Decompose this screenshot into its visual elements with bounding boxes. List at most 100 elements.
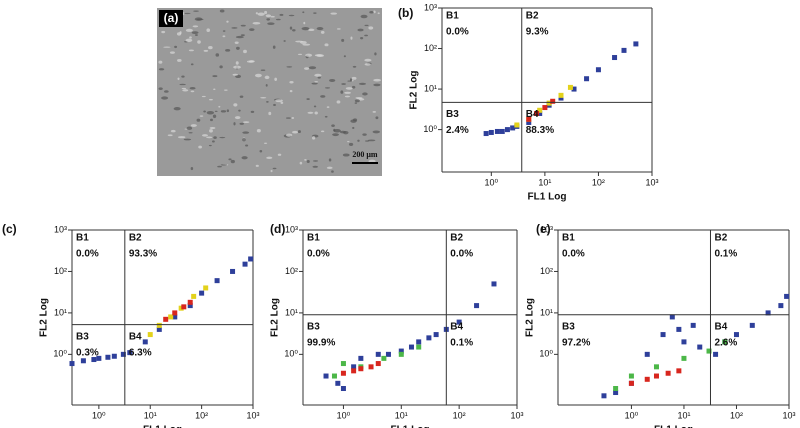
- y-tick-label: 10²: [54, 266, 67, 276]
- cell: [364, 34, 368, 37]
- cell: [219, 9, 225, 13]
- cell: [179, 31, 182, 35]
- cell: [213, 136, 217, 139]
- cell: [350, 36, 353, 40]
- point: [358, 355, 364, 361]
- cell: [328, 158, 332, 162]
- x-axis-title: FL1 Log: [391, 425, 430, 428]
- cell: [347, 141, 350, 143]
- point: [214, 278, 220, 284]
- point: [187, 303, 193, 309]
- cell: [368, 159, 376, 163]
- cell: [212, 140, 215, 143]
- quadrant-value: 88.3%: [526, 125, 554, 136]
- point: [621, 47, 627, 53]
- cell: [241, 156, 248, 160]
- point: [488, 129, 494, 135]
- point: [172, 314, 178, 320]
- point: [340, 370, 346, 376]
- point: [510, 125, 516, 131]
- cell: [304, 159, 307, 161]
- cell: [306, 160, 310, 164]
- scale-bar-label: 200 μm: [352, 150, 378, 159]
- point: [697, 344, 703, 350]
- point: [499, 128, 505, 134]
- cell: [360, 14, 368, 19]
- point: [351, 368, 357, 374]
- cell: [242, 131, 250, 134]
- point: [676, 368, 682, 374]
- cell: [245, 144, 249, 147]
- point: [612, 55, 618, 61]
- cell: [242, 137, 246, 142]
- cell: [362, 133, 367, 136]
- cell: [364, 24, 369, 27]
- quadrant-name: B2: [714, 233, 727, 244]
- point: [494, 128, 500, 134]
- cell: [301, 26, 310, 31]
- point: [426, 335, 432, 341]
- cell: [206, 136, 213, 139]
- point: [230, 268, 236, 274]
- point: [340, 361, 346, 367]
- cell: [208, 45, 213, 50]
- cell: [358, 82, 367, 86]
- point: [628, 373, 634, 379]
- cell: [368, 26, 374, 30]
- cell: [291, 116, 295, 119]
- cell: [336, 100, 341, 104]
- cell: [212, 114, 217, 119]
- panel-label: (c): [2, 222, 17, 236]
- cell: [285, 117, 291, 119]
- cell: [273, 103, 276, 107]
- cell: [191, 31, 199, 35]
- point: [375, 351, 381, 357]
- cell: [265, 83, 268, 87]
- panel-label: (b): [398, 6, 413, 20]
- quadrant-value: 93.3%: [129, 249, 157, 260]
- cell: [364, 63, 371, 66]
- cell: [266, 156, 273, 159]
- quadrant-value: 0.0%: [307, 249, 330, 260]
- quadrant-value: 0.1%: [450, 337, 473, 348]
- cell: [197, 40, 201, 44]
- cell: [235, 61, 239, 65]
- quadrant-value: 0.0%: [446, 27, 469, 38]
- point: [96, 355, 102, 361]
- cell: [331, 124, 335, 127]
- y-tick-label: 10³: [285, 224, 298, 234]
- point: [242, 261, 248, 267]
- cell: [372, 130, 381, 134]
- cell: [289, 26, 293, 30]
- point: [335, 380, 341, 386]
- cell: [312, 136, 316, 140]
- cell: [295, 40, 303, 43]
- cell: [316, 27, 324, 31]
- cell: [181, 87, 187, 90]
- point: [323, 373, 329, 379]
- cell: [196, 18, 204, 21]
- cell: [188, 49, 194, 52]
- cell: [242, 121, 250, 124]
- cell: [265, 14, 272, 18]
- cell: [235, 35, 244, 39]
- quadrant-value: 0.0%: [76, 249, 99, 260]
- x-tick-label: 10⁰: [337, 410, 351, 420]
- quadrant-name: B1: [307, 233, 320, 244]
- cell: [313, 12, 317, 14]
- point: [765, 310, 771, 316]
- point: [681, 339, 687, 345]
- cell: [182, 89, 189, 92]
- cell: [226, 109, 230, 113]
- cell: [243, 49, 247, 54]
- cell: [367, 139, 376, 142]
- cell: [225, 49, 231, 52]
- cell: [264, 10, 268, 15]
- cell: [303, 21, 306, 25]
- point: [571, 86, 577, 92]
- quadrant-value: 0.1%: [714, 249, 737, 260]
- point: [778, 303, 784, 309]
- cell: [331, 170, 334, 173]
- cell: [234, 116, 241, 120]
- point: [653, 373, 659, 379]
